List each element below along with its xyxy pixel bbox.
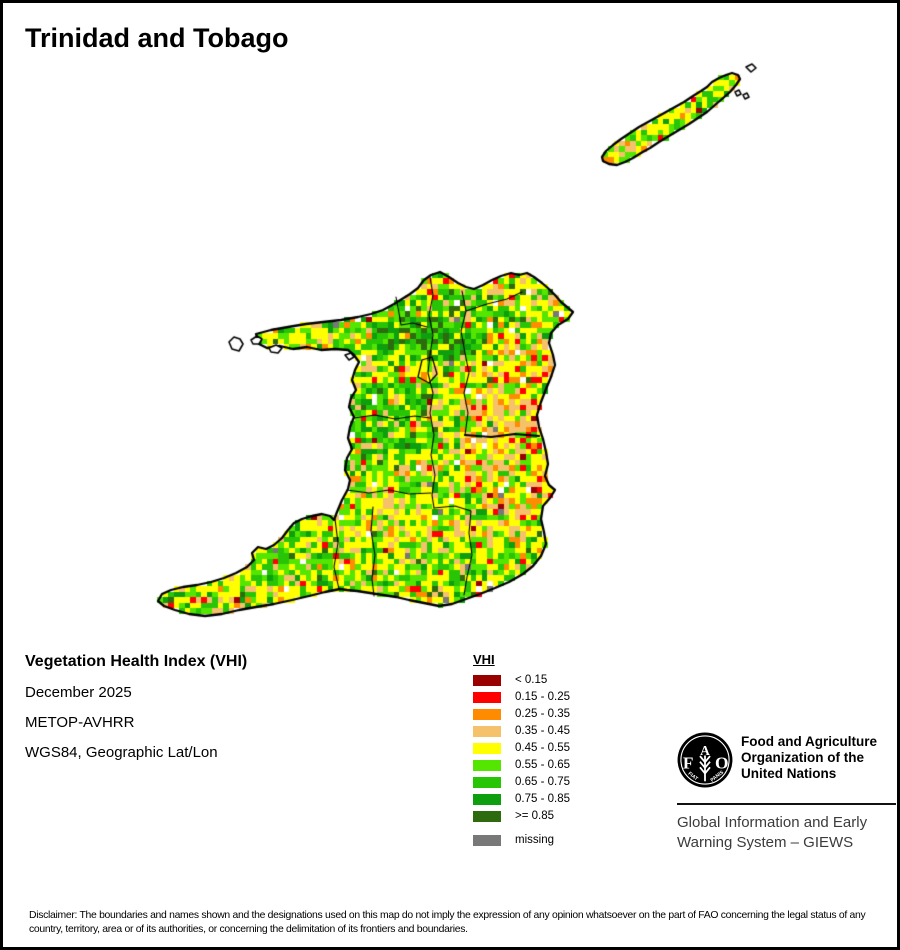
fao-org-line: United Nations <box>741 766 837 781</box>
legend-label: >= 0.85 <box>515 810 555 822</box>
legend-swatch <box>473 777 501 788</box>
legend-missing-swatch <box>473 835 501 846</box>
map-info-block: Vegetation Health Index (VHI) December 2… <box>25 653 247 774</box>
fao-org-name: Food and Agriculture Organization of the… <box>741 734 877 782</box>
disclaimer-text: Disclaimer: The boundaries and names sho… <box>29 910 866 935</box>
legend-swatch <box>473 692 501 703</box>
legend-row: >= 0.85 <box>473 810 570 822</box>
legend-label: 0.75 - 0.85 <box>515 793 570 805</box>
info-sensor: METOP-AVHRR <box>25 714 135 731</box>
legend-label: 0.15 - 0.25 <box>515 691 570 703</box>
info-date: December 2025 <box>25 684 132 701</box>
legend-swatch <box>473 811 501 822</box>
vhi-legend: VHI < 0.15 0.15 - 0.25 0.25 - 0.35 0.35 - 0… <box>473 652 570 852</box>
legend-missing-label: missing <box>515 834 554 846</box>
legend-rows: < 0.15 0.15 - 0.25 0.25 - 0.35 0.35 - 0.45 0… <box>473 674 570 822</box>
legend-row: 0.25 - 0.35 <box>473 708 570 720</box>
legend-label: 0.25 - 0.35 <box>515 708 570 720</box>
fao-org-line: Organization of the <box>741 750 864 765</box>
legend-swatch <box>473 726 501 737</box>
fao-letter-f: F <box>683 753 694 772</box>
giews-line: Global Information and Early <box>677 814 868 831</box>
legend-swatch <box>473 709 501 720</box>
fao-logo-icon: F A O FIAT PANIS <box>677 732 733 788</box>
legend-swatch <box>473 675 501 686</box>
legend-swatch <box>473 760 501 771</box>
legend-label: 0.35 - 0.45 <box>515 725 570 737</box>
legend-swatch <box>473 794 501 805</box>
fao-org-line: Food and Agriculture <box>741 734 877 749</box>
info-heading: Vegetation Health Index (VHI) <box>25 653 248 670</box>
legend-label: 0.65 - 0.75 <box>515 776 570 788</box>
legend-row: 0.75 - 0.85 <box>473 793 570 805</box>
fao-motto-fiat: FIAT <box>687 771 700 783</box>
legend-row: 0.65 - 0.75 <box>473 776 570 788</box>
fao-block: F A O FIAT PANIS Food and Agriculture Or… <box>677 729 897 864</box>
fao-letter-a: A <box>700 743 710 758</box>
info-projection: WGS84, Geographic Lat/Lon <box>25 744 218 761</box>
legend-row: 0.15 - 0.25 <box>473 691 570 703</box>
giews-label: Global Information and Early Warning Sys… <box>677 813 867 852</box>
legend-label: 0.55 - 0.65 <box>515 759 570 771</box>
legend-row: 0.45 - 0.55 <box>473 742 570 754</box>
giews-line: Warning System – GIEWS <box>677 833 854 851</box>
legend-label: < 0.15 <box>515 674 548 686</box>
legend-row: 0.55 - 0.65 <box>473 759 570 771</box>
legend-row-missing: missing <box>473 834 570 846</box>
wheat-ear-icon <box>699 755 711 782</box>
legend-swatch <box>473 743 501 754</box>
fao-divider <box>677 803 896 805</box>
legend-row: 0.35 - 0.45 <box>473 725 570 737</box>
fao-letter-o: O <box>715 753 729 772</box>
legend-title: VHI <box>473 652 495 667</box>
legend-row: < 0.15 <box>473 674 570 686</box>
legend-label: 0.45 - 0.55 <box>515 742 570 754</box>
vhi-raster-map <box>3 3 897 648</box>
